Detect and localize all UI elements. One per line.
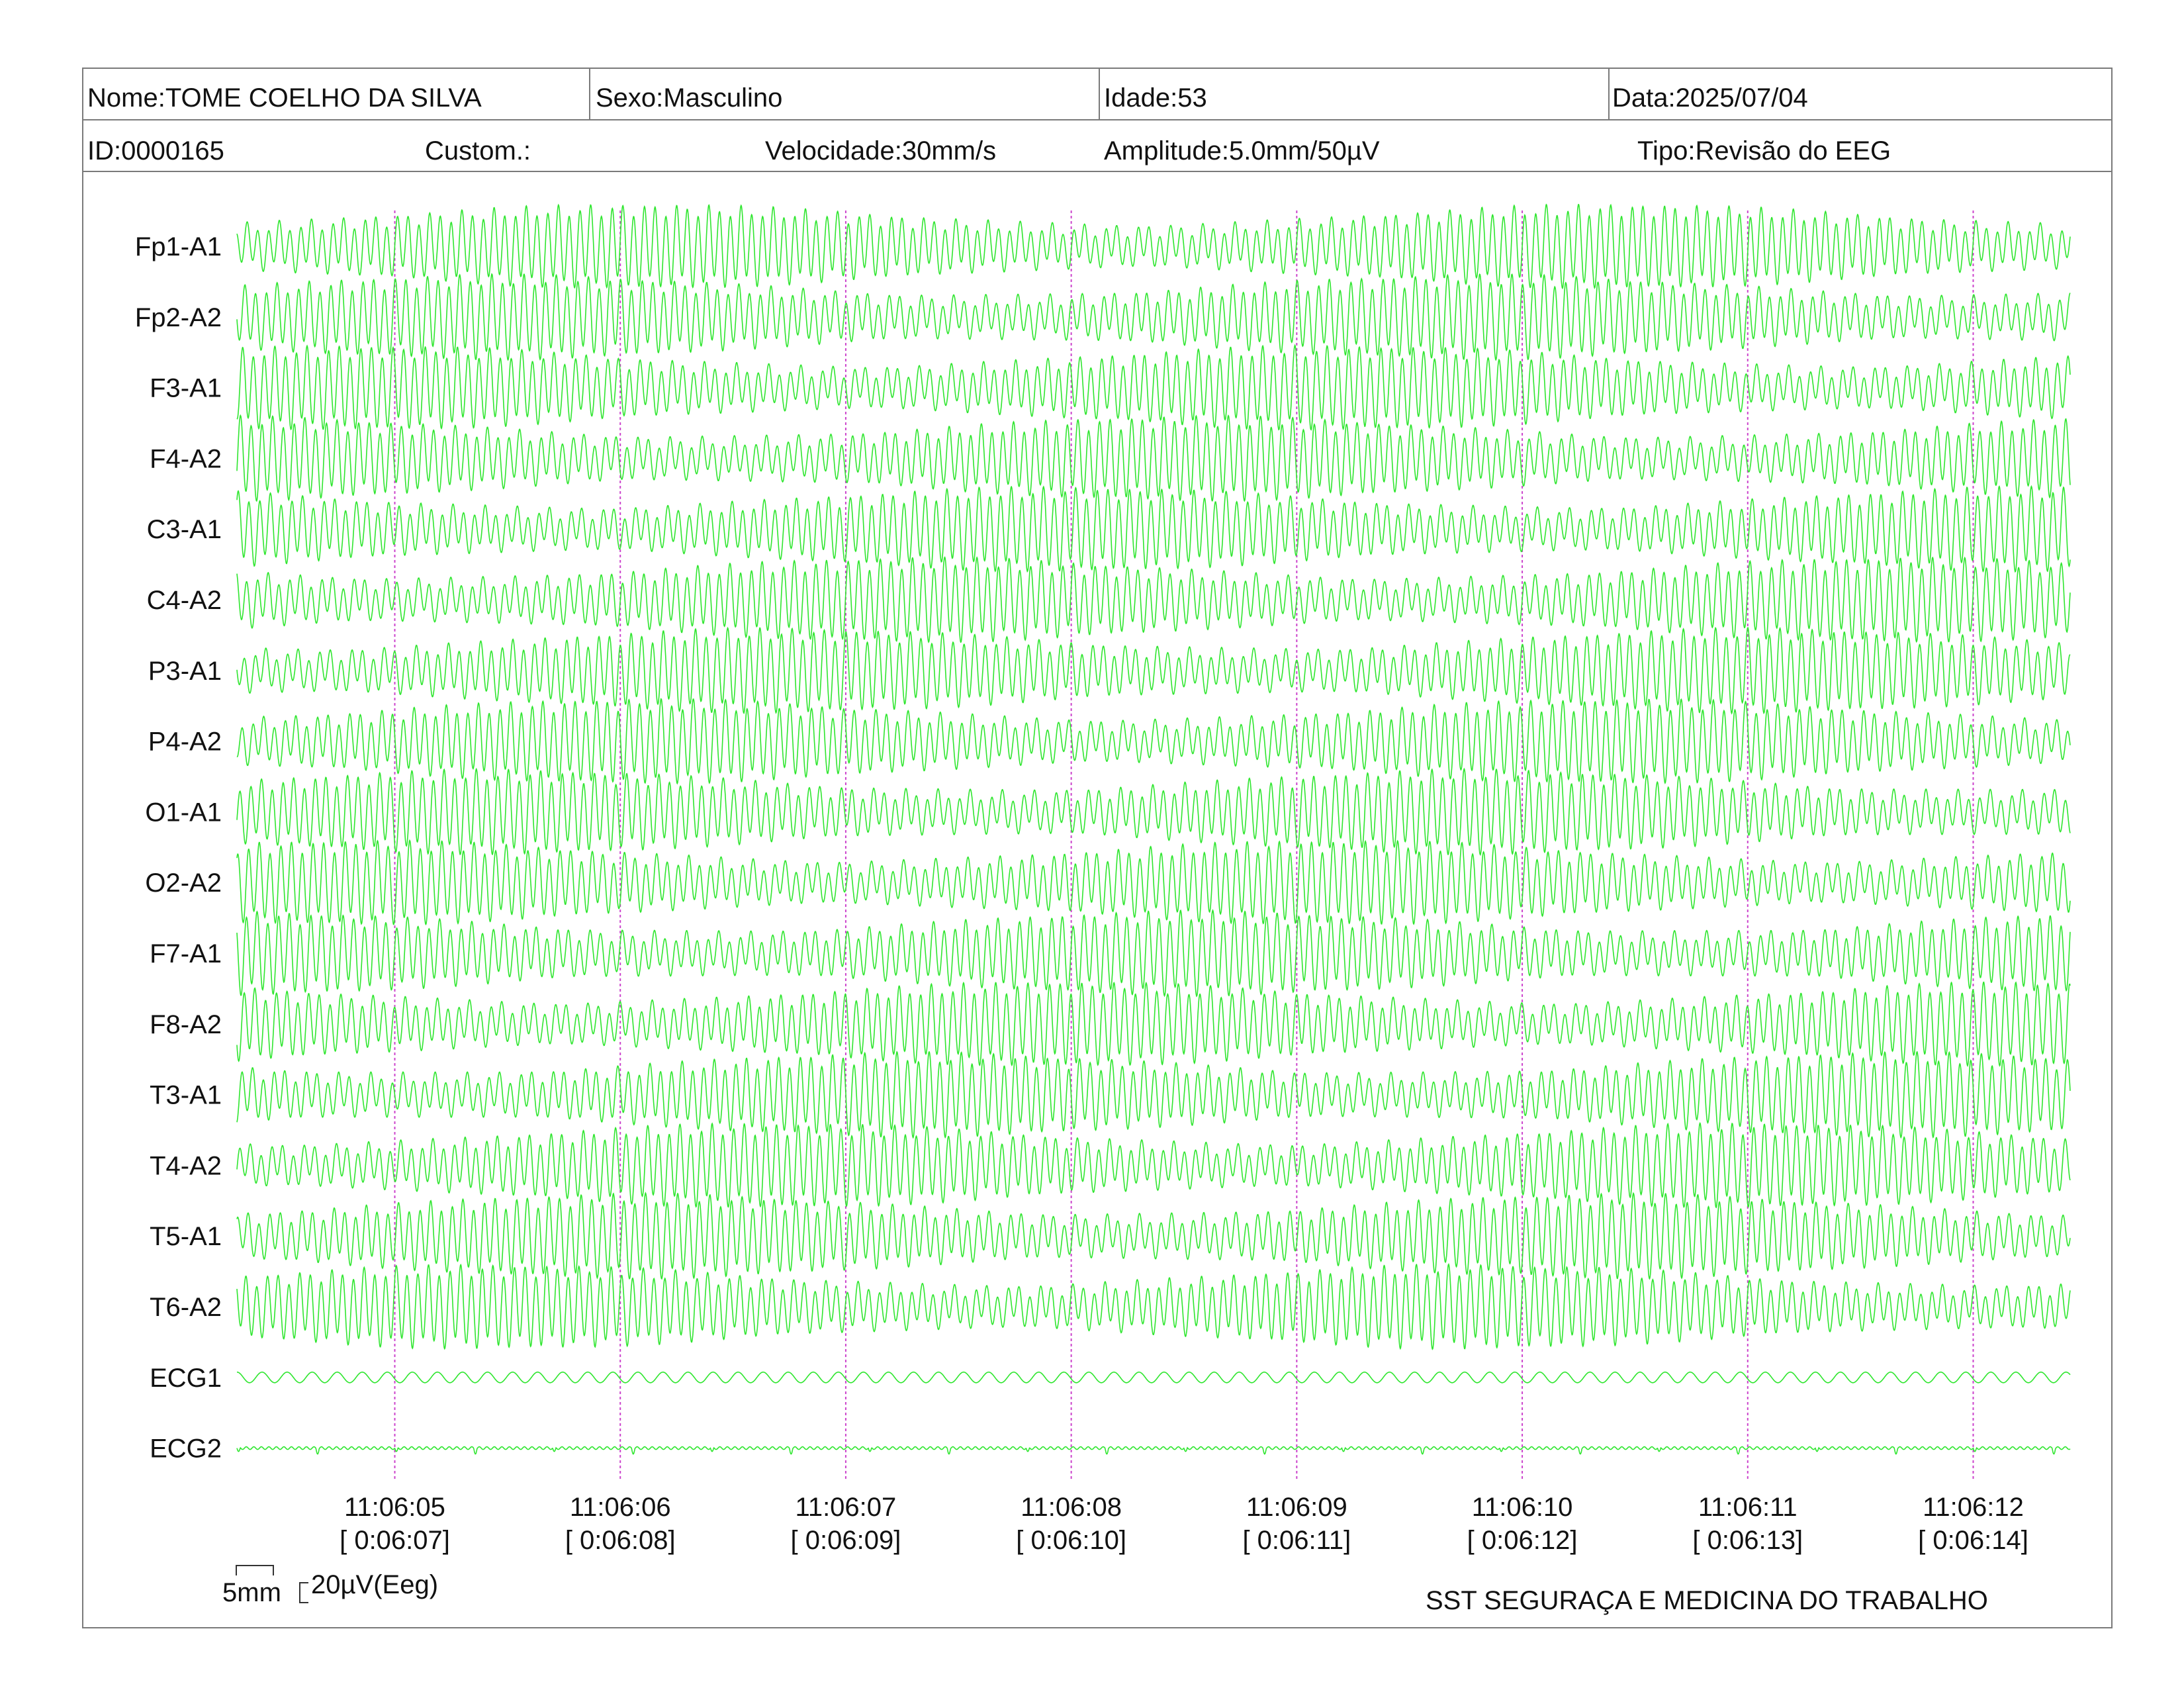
elapsed-label: [ 0:06:12] bbox=[1467, 1526, 1578, 1555]
channel-label: C3-A1 bbox=[147, 515, 222, 544]
scale-5mm-bracket bbox=[236, 1565, 274, 1575]
scale-uv-label: 20µV(Eeg) bbox=[311, 1570, 439, 1599]
channel-label: Fp1-A1 bbox=[135, 232, 222, 261]
patient-sex: Sexo:Masculino bbox=[596, 83, 783, 113]
exam-type: Tipo:Revisão do EEG bbox=[1637, 136, 1891, 165]
channel-trace bbox=[236, 485, 2071, 573]
channel-label: T6-A2 bbox=[150, 1293, 222, 1322]
patient-name: Nome:TOME COELHO DA SILVA bbox=[87, 83, 482, 113]
header-cell-divider bbox=[589, 68, 590, 120]
time-label: 11:06:09 bbox=[1246, 1493, 1347, 1522]
channel-trace bbox=[237, 1372, 2071, 1383]
time-label: 11:06:07 bbox=[796, 1493, 897, 1522]
channel-trace bbox=[236, 1121, 2071, 1209]
amplitude-setting: Amplitude:5.0mm/50µV bbox=[1104, 136, 1380, 165]
header-cell-divider bbox=[1608, 68, 1610, 120]
channel-label: C4-A2 bbox=[147, 586, 222, 615]
speed-setting: Velocidade:30mm/s bbox=[765, 136, 997, 165]
channel-trace bbox=[236, 698, 2071, 785]
channel-label: O2-A2 bbox=[145, 868, 222, 898]
elapsed-label: [ 0:06:08] bbox=[565, 1526, 676, 1555]
time-label: 11:06:06 bbox=[570, 1493, 671, 1522]
channel-label: T3-A1 bbox=[150, 1081, 222, 1110]
channel-label: F7-A1 bbox=[150, 939, 222, 968]
channel-label: ECG1 bbox=[150, 1364, 222, 1393]
time-label: 11:06:12 bbox=[1923, 1493, 2024, 1522]
elapsed-label: [ 0:06:09] bbox=[791, 1526, 901, 1555]
channel-label: T4-A2 bbox=[150, 1151, 222, 1180]
channel-label: ECG2 bbox=[150, 1434, 222, 1464]
elapsed-label: [ 0:06:13] bbox=[1692, 1526, 1803, 1555]
elapsed-label: [ 0:06:10] bbox=[1016, 1526, 1126, 1555]
channel-trace bbox=[236, 344, 2071, 431]
scale-5mm-label: 5mm bbox=[222, 1578, 281, 1607]
channel-trace bbox=[236, 626, 2071, 715]
channel-trace bbox=[236, 981, 2071, 1067]
patient-age: Idade:53 bbox=[1104, 83, 1207, 113]
channel-trace bbox=[236, 1446, 2071, 1455]
channel-trace bbox=[236, 203, 2071, 290]
exam-date: Data:2025/07/04 bbox=[1612, 83, 1808, 113]
channel-trace bbox=[236, 839, 2071, 925]
channel-trace bbox=[236, 1051, 2071, 1139]
time-label: 11:06:05 bbox=[344, 1493, 445, 1522]
organization-name: SST SEGURAÇA E MEDICINA DO TRABALHO bbox=[1426, 1586, 1988, 1615]
channel-trace bbox=[236, 1192, 2071, 1280]
channel-trace bbox=[236, 909, 2071, 998]
channel-label: F3-A1 bbox=[150, 374, 222, 403]
channel-trace bbox=[236, 1262, 2071, 1350]
channel-label: O1-A1 bbox=[145, 798, 222, 827]
channel-trace bbox=[236, 273, 2071, 361]
time-label: 11:06:08 bbox=[1021, 1493, 1122, 1522]
elapsed-label: [ 0:06:14] bbox=[1918, 1526, 2028, 1555]
header-divider-1 bbox=[82, 119, 2113, 120]
channel-label: P4-A2 bbox=[148, 727, 222, 757]
channel-label: F8-A2 bbox=[150, 1010, 222, 1039]
channel-label: P3-A1 bbox=[148, 657, 222, 686]
elapsed-label: [ 0:06:11] bbox=[1242, 1526, 1351, 1555]
patient-id: ID:0000165 bbox=[87, 136, 224, 165]
channel-label: Fp2-A2 bbox=[135, 303, 222, 332]
channel-trace bbox=[236, 556, 2071, 643]
elapsed-label: [ 0:06:07] bbox=[340, 1526, 450, 1555]
channel-label: T5-A1 bbox=[150, 1222, 222, 1251]
time-label: 11:06:11 bbox=[1698, 1493, 1797, 1522]
header-divider-2 bbox=[82, 171, 2113, 172]
report-frame bbox=[82, 68, 2113, 1628]
header-cell-divider bbox=[1099, 68, 1100, 120]
channel-trace bbox=[236, 414, 2071, 502]
scale-uv-bracket bbox=[299, 1582, 308, 1603]
channel-trace bbox=[236, 767, 2071, 857]
custom-field: Custom.: bbox=[425, 136, 531, 165]
time-label: 11:06:10 bbox=[1472, 1493, 1573, 1522]
channel-label: F4-A2 bbox=[150, 444, 222, 473]
